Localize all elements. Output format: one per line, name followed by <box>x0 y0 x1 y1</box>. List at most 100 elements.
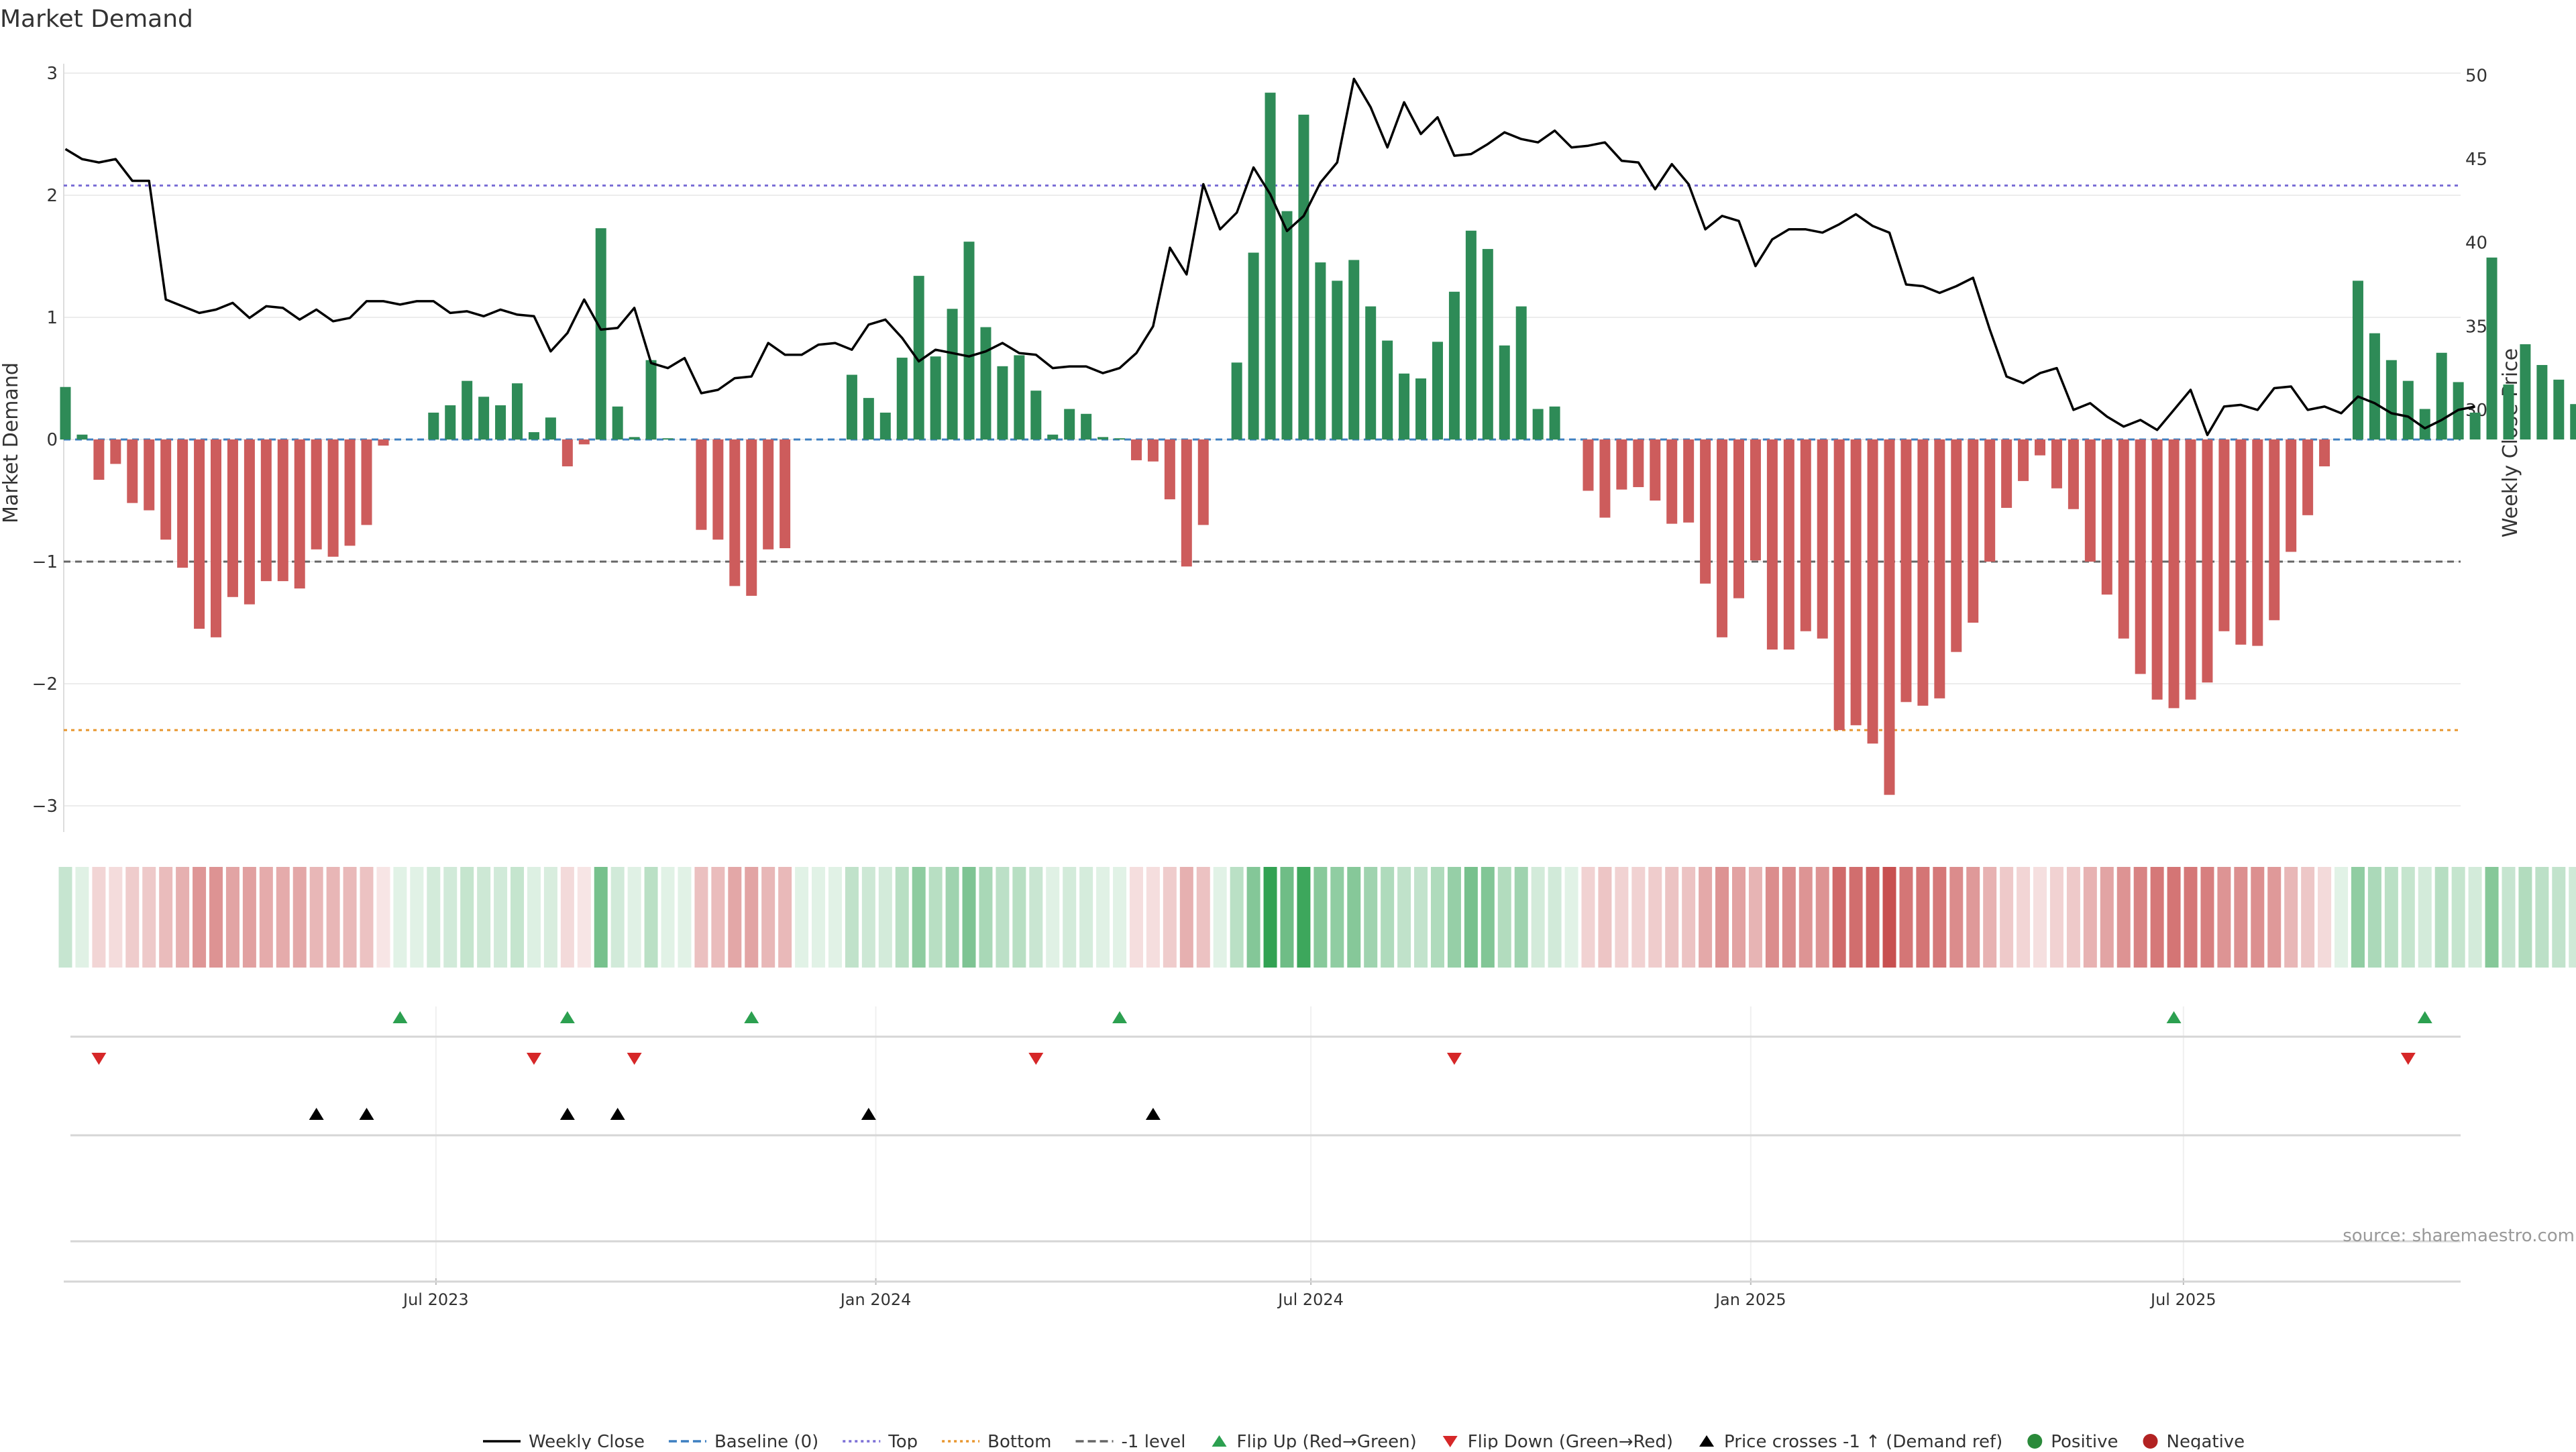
demand-bar <box>2319 439 2330 467</box>
demand-bar <box>1265 93 1276 439</box>
demand-bar <box>2436 352 2447 439</box>
heat-strip-cell <box>1514 867 1528 968</box>
heat-strip-cell <box>2184 867 2198 968</box>
demand-bar <box>1800 439 1811 631</box>
demand-bar <box>1683 439 1695 523</box>
demand-bar <box>1666 439 1678 524</box>
demand-bar <box>2001 439 2012 508</box>
heat-strip-cell <box>1196 867 1210 968</box>
heat-strip-cell <box>1263 867 1277 968</box>
event-marker <box>861 1108 876 1120</box>
event-marker <box>627 1053 642 1065</box>
legend-label: Positive <box>2051 1432 2118 1449</box>
heat-strip-cell <box>1213 867 1227 968</box>
demand-bar <box>2252 439 2263 646</box>
demand-bar <box>2218 439 2230 631</box>
demand-bar <box>2185 439 2196 700</box>
demand-bar <box>763 439 774 550</box>
heat-strip-cell <box>443 867 458 968</box>
legend-label: Flip Down (Green→Red) <box>1468 1432 1673 1449</box>
heat-strip-cell <box>1765 867 1779 968</box>
heat-strip-cell <box>1949 867 1964 968</box>
demand-bar <box>127 439 138 503</box>
demand-bar <box>2101 439 2112 595</box>
y-tick-label: −3 <box>32 796 58 817</box>
heat-strip-cell <box>1430 867 1444 968</box>
demand-bar <box>1448 291 1460 439</box>
heat-strip-cell <box>2150 867 2164 968</box>
demand-bar <box>1130 439 1142 460</box>
heat-strip-cell <box>477 867 491 968</box>
demand-bar <box>160 439 172 540</box>
heat-strip-cell <box>1665 867 1679 968</box>
heat-strip-cell <box>2384 867 2398 968</box>
demand-bar <box>863 398 874 439</box>
x-tick-label: Jul 2025 <box>2149 1290 2216 1309</box>
heat-strip-cell <box>2100 867 2114 968</box>
heat-strip-cell <box>1179 867 1193 968</box>
heat-strip-cell <box>326 867 340 968</box>
heat-strip-cell <box>427 867 441 968</box>
heat-strip-cell <box>1815 867 1829 968</box>
heat-strip-cell <box>1497 867 1511 968</box>
heat-strip-cell <box>2083 867 2097 968</box>
y2-tick-label: 50 <box>2465 66 2487 87</box>
heat-strip-cell <box>276 867 290 968</box>
heat-strip-cell <box>1381 867 1395 968</box>
event-marker <box>309 1108 324 1120</box>
event-marker <box>1145 1108 1161 1120</box>
heat-strip-cell <box>2434 867 2449 968</box>
heat-strip-cell <box>1464 867 1478 968</box>
heat-strip-cell <box>1631 867 1646 968</box>
heat-strip-cell <box>1079 867 1093 968</box>
y-tick-label: 0 <box>46 430 58 450</box>
heat-strip-cell <box>2351 867 2365 968</box>
demand-bar <box>1850 439 1862 725</box>
heat-strip-cell <box>1046 867 1060 968</box>
demand-bar <box>1315 262 1326 439</box>
demand-bar <box>1968 439 1979 623</box>
legend-item: Baseline (0) <box>668 1432 818 1452</box>
legend-item: Positive <box>2027 1432 2118 1452</box>
heat-strip-cell <box>58 867 72 968</box>
heat-strip-cell <box>1481 867 1495 968</box>
heat-strip-cell <box>895 867 909 968</box>
heat-strip-cell <box>2200 867 2214 968</box>
demand-bar <box>896 358 908 439</box>
heat-strip-cell <box>242 867 256 968</box>
demand-bar <box>780 439 791 548</box>
heat-strip-cell <box>159 867 173 968</box>
demand-bar <box>1181 439 1192 567</box>
demand-bar <box>2118 439 2129 639</box>
heat-strip-cell <box>577 867 591 968</box>
legend-label: Weekly Close <box>529 1432 645 1449</box>
demand-bar <box>1750 439 1761 561</box>
demand-bar <box>2352 280 2363 439</box>
legend-label: Bottom <box>987 1432 1051 1449</box>
demand-bar <box>260 439 272 582</box>
heat-strip-cell <box>2116 867 2131 968</box>
demand-bar <box>244 439 255 605</box>
heat-strip-cell <box>2552 867 2566 968</box>
heat-strip-cell <box>142 867 156 968</box>
legend: Weekly Close Baseline (0) Top Bottom -1 leve… <box>483 1432 2245 1452</box>
demand-bar <box>1248 252 1259 439</box>
demand-bar <box>963 242 975 439</box>
heat-strip-cell <box>125 867 140 968</box>
heat-strip-cell <box>2017 867 2031 968</box>
demand-bar <box>211 439 222 637</box>
demand-bar <box>1281 211 1293 439</box>
x-tick-label: Jul 2023 <box>402 1290 469 1309</box>
heat-strip-cell <box>795 867 809 968</box>
heat-strip-cell <box>543 867 557 968</box>
demand-bar <box>879 412 891 439</box>
heat-strip-cell <box>292 867 307 968</box>
heat-strip-cell <box>1966 867 1980 968</box>
demand-bar <box>1499 345 1510 439</box>
heat-strip-cell <box>376 867 390 968</box>
y2-tick-label: 45 <box>2465 150 2487 170</box>
demand-bar <box>696 439 707 530</box>
heat-strip-cell <box>1347 867 1361 968</box>
demand-bar <box>746 439 757 596</box>
